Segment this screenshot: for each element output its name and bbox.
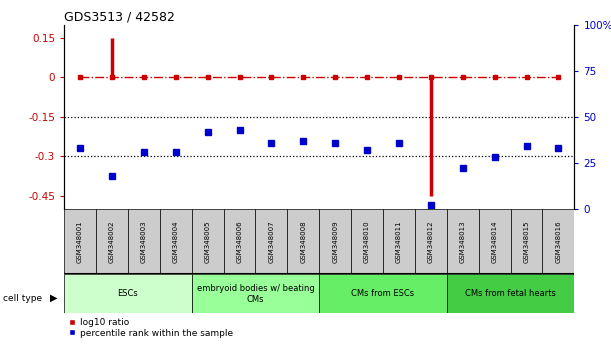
Text: GSM348015: GSM348015	[524, 220, 530, 263]
Text: GSM348006: GSM348006	[236, 220, 243, 263]
Text: GSM348010: GSM348010	[364, 220, 370, 263]
Text: GSM348016: GSM348016	[555, 220, 562, 263]
Text: GSM348012: GSM348012	[428, 220, 434, 263]
Bar	[192, 209, 224, 274]
Text: GSM348003: GSM348003	[141, 220, 147, 263]
Text: ESCs: ESCs	[117, 289, 138, 298]
Bar	[96, 209, 128, 274]
Bar	[255, 209, 287, 274]
Bar	[415, 209, 447, 274]
Text: CMs from fetal hearts: CMs from fetal hearts	[465, 289, 556, 298]
Bar	[287, 209, 319, 274]
Bar	[447, 274, 574, 313]
Text: GSM348005: GSM348005	[205, 220, 211, 263]
Bar	[351, 209, 383, 274]
Text: GSM348014: GSM348014	[492, 220, 497, 263]
Text: GSM348009: GSM348009	[332, 220, 338, 263]
Bar	[192, 274, 319, 313]
Text: GSM348002: GSM348002	[109, 220, 115, 263]
Bar	[319, 274, 447, 313]
Bar	[478, 209, 511, 274]
Bar	[543, 209, 574, 274]
Text: embryoid bodies w/ beating
CMs: embryoid bodies w/ beating CMs	[197, 284, 314, 303]
Text: GDS3513 / 42582: GDS3513 / 42582	[64, 11, 175, 24]
Bar	[128, 209, 160, 274]
Bar	[160, 209, 192, 274]
Text: GSM348007: GSM348007	[268, 220, 274, 263]
Text: GSM348013: GSM348013	[459, 220, 466, 263]
Bar	[224, 209, 255, 274]
Text: GSM348011: GSM348011	[396, 220, 402, 263]
Text: GSM348008: GSM348008	[300, 220, 306, 263]
Text: GSM348004: GSM348004	[173, 220, 179, 263]
Text: ▶: ▶	[50, 293, 57, 303]
Bar	[447, 209, 478, 274]
Text: CMs from ESCs: CMs from ESCs	[351, 289, 415, 298]
Bar	[383, 209, 415, 274]
Bar	[511, 209, 543, 274]
Bar	[64, 274, 192, 313]
Legend: log10 ratio, percentile rank within the sample: log10 ratio, percentile rank within the …	[68, 318, 233, 338]
Text: GSM348001: GSM348001	[77, 220, 83, 263]
Bar	[319, 209, 351, 274]
Bar	[64, 209, 96, 274]
Text: cell type: cell type	[3, 293, 42, 303]
